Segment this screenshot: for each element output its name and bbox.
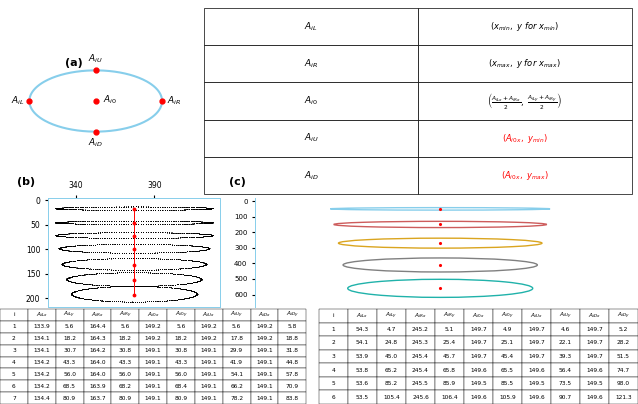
Text: (c): (c) (229, 177, 246, 187)
Text: (b): (b) (17, 177, 35, 187)
Text: $A_{iU}$: $A_{iU}$ (88, 53, 103, 65)
Text: $A_{iR}$: $A_{iR}$ (167, 95, 181, 107)
Text: $A_{i0}$: $A_{i0}$ (103, 94, 117, 106)
Text: (a): (a) (65, 58, 83, 68)
Text: $A_{iD}$: $A_{iD}$ (88, 137, 103, 149)
Text: $A_{iL}$: $A_{iL}$ (11, 95, 24, 107)
Text: mm: mm (126, 307, 142, 316)
